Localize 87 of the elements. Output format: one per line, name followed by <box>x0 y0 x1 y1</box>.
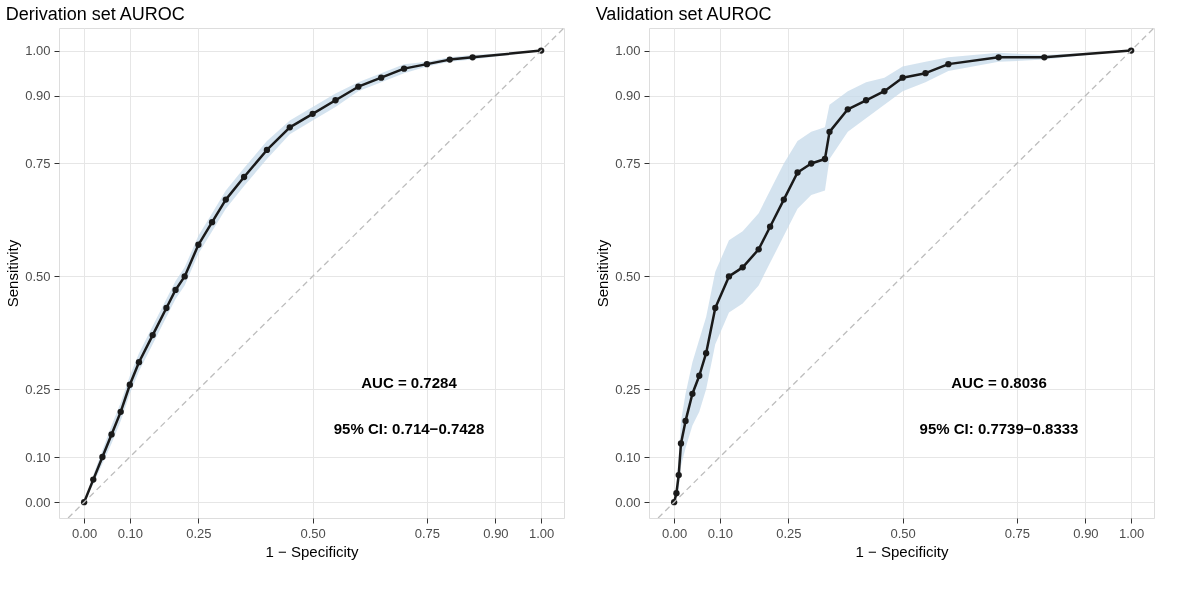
x-tick-label: 0.00 <box>71 525 98 541</box>
x-axis-title: 1 − Specificity <box>855 542 949 560</box>
point <box>1041 54 1048 61</box>
y-axis-title: Sensitivity <box>4 239 22 308</box>
point <box>881 88 888 95</box>
y-tick-label: 0.90 <box>25 88 51 104</box>
y-tick-label: 0.50 <box>25 268 51 284</box>
annotation: AUC = 0.7284 <box>361 374 458 391</box>
point <box>696 372 703 379</box>
y-tick-label: 0.75 <box>615 155 641 171</box>
point <box>222 196 229 203</box>
point <box>108 431 115 438</box>
x-tick-label: 0.90 <box>1073 525 1099 541</box>
point <box>163 304 170 312</box>
x-tick-label: 1.00 <box>528 525 555 541</box>
point <box>263 146 271 154</box>
y-tick-label: 1.00 <box>615 43 641 59</box>
x-tick-label: 0.50 <box>890 525 916 541</box>
x-tick-label: 0.10 <box>707 525 733 541</box>
point <box>149 331 156 339</box>
point <box>995 54 1002 61</box>
chart-title: Validation set AUROC <box>595 4 772 24</box>
x-tick-label: 0.75 <box>1004 525 1031 541</box>
point <box>126 381 133 388</box>
point <box>181 273 188 280</box>
point <box>135 359 143 366</box>
point <box>780 196 787 203</box>
x-tick-label: 0.50 <box>300 525 326 541</box>
x-tick-label: 1.00 <box>1118 525 1145 541</box>
y-tick-label: 0.50 <box>615 268 641 284</box>
point <box>99 453 106 461</box>
x-tick-label: 0.75 <box>414 525 441 541</box>
point <box>712 304 719 312</box>
y-tick-label: 1.00 <box>25 43 51 59</box>
x-tick-label: 0.25 <box>186 525 212 541</box>
point <box>355 83 362 90</box>
point <box>794 169 801 176</box>
point <box>90 476 97 483</box>
x-tick-label: 0.00 <box>661 525 688 541</box>
point <box>400 65 408 72</box>
annotation: AUC = 0.8036 <box>951 374 1047 391</box>
x-tick-label: 0.90 <box>483 525 509 541</box>
point <box>922 70 929 77</box>
point <box>378 74 385 81</box>
point <box>739 264 746 271</box>
point <box>677 440 685 447</box>
point <box>332 97 339 104</box>
point <box>899 74 906 81</box>
point <box>675 471 682 479</box>
y-tick-label: 0.00 <box>25 494 51 510</box>
point <box>755 246 762 253</box>
point <box>423 60 431 68</box>
point <box>689 390 696 397</box>
x-tick-label: 0.25 <box>776 525 802 541</box>
y-tick-label: 0.90 <box>615 88 641 104</box>
point <box>446 56 453 63</box>
point <box>702 350 710 357</box>
annotation: 95% CI: 0.714−0.7428 <box>333 420 485 437</box>
point <box>286 124 293 131</box>
point <box>673 490 680 497</box>
y-tick-label: 0.10 <box>615 449 641 465</box>
x-axis-title: 1 − Specificity <box>265 542 359 560</box>
annotation: 95% CI: 0.7739−0.8333 <box>919 420 1079 437</box>
point <box>172 286 179 294</box>
point <box>862 97 870 104</box>
point <box>469 54 476 61</box>
point <box>309 110 316 117</box>
chart-title: Derivation set AUROC <box>5 4 185 24</box>
point <box>195 241 202 248</box>
point <box>766 223 774 230</box>
point <box>240 173 248 181</box>
point <box>826 128 833 136</box>
point <box>945 60 952 68</box>
point <box>117 408 124 416</box>
point <box>208 219 216 226</box>
y-tick-label: 0.75 <box>25 155 51 171</box>
point <box>725 273 733 280</box>
y-tick-label: 0.25 <box>25 381 51 397</box>
y-tick-label: 0.25 <box>615 381 641 397</box>
x-tick-label: 0.10 <box>117 525 143 541</box>
point <box>821 155 829 163</box>
point <box>844 106 851 113</box>
y-tick-label: 0.00 <box>615 494 641 510</box>
point <box>682 417 689 425</box>
point <box>808 160 815 167</box>
y-tick-label: 0.10 <box>25 449 51 465</box>
y-axis-title: Sensitivity <box>594 239 612 308</box>
